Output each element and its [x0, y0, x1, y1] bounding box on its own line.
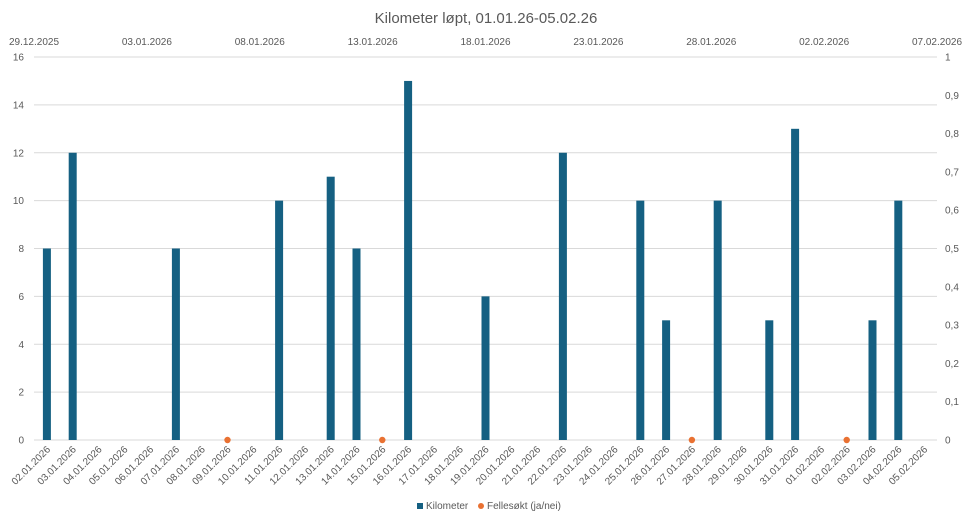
right-tick-label: 0 [945, 436, 951, 447]
legend: Kilometer Fellesøkt (ja/nei) [417, 501, 561, 512]
right-y-axis: 0 0,1 0,2 0,3 0,4 0,5 0,6 0,7 0,8 0,9 1 [945, 53, 959, 447]
bar [636, 200, 645, 440]
right-tick-label: 0,1 [945, 397, 959, 408]
bar [894, 200, 903, 440]
left-tick-label: 10 [13, 196, 25, 207]
scatter-point [843, 436, 850, 444]
top-tick-label: 08.01.2026 [235, 37, 285, 48]
gridlines [34, 56, 937, 441]
right-tick-label: 0,9 [945, 91, 959, 102]
scatter-point [379, 436, 386, 444]
right-tick-label: 0,3 [945, 321, 959, 332]
bar [868, 320, 877, 440]
bar [662, 320, 671, 440]
bottom-x-axis: 02.01.202603.01.202604.01.202605.01.2026… [10, 444, 931, 487]
top-tick-label: 23.01.2026 [573, 37, 623, 48]
legend-label: Kilometer [426, 501, 469, 512]
right-tick-label: 0,5 [945, 244, 959, 255]
left-tick-label: 14 [13, 100, 25, 111]
bar [68, 152, 77, 440]
left-tick-label: 8 [18, 244, 24, 255]
chart-title: Kilometer løpt, 01.01.26-05.02.26 [375, 10, 598, 27]
bar [481, 296, 490, 440]
top-tick-label: 02.02.2026 [799, 37, 849, 48]
right-tick-label: 0,4 [945, 282, 959, 293]
scatter-point [688, 436, 696, 444]
bar [765, 320, 774, 440]
bar-series [42, 80, 903, 440]
right-tick-label: 0,8 [945, 129, 959, 140]
legend-swatch-point [478, 503, 484, 509]
bar [352, 248, 361, 440]
bar [791, 128, 800, 440]
bar [42, 248, 51, 440]
left-tick-label: 12 [13, 148, 25, 159]
top-x-axis: 29.12.2025 03.01.2026 08.01.2026 13.01.2026… [9, 37, 962, 48]
left-tick-label: 2 [18, 388, 24, 399]
right-tick-label: 1 [945, 53, 951, 64]
top-tick-label: 07.02.2026 [912, 37, 962, 48]
left-y-axis: 0 2 4 6 8 10 12 14 16 [13, 53, 25, 447]
bar [558, 152, 567, 440]
left-tick-label: 6 [18, 292, 24, 303]
left-tick-label: 0 [18, 436, 24, 447]
bar [404, 80, 413, 440]
bar [326, 176, 335, 440]
right-tick-label: 0,6 [945, 206, 959, 217]
left-tick-label: 16 [13, 53, 25, 64]
left-tick-label: 4 [18, 340, 24, 351]
top-tick-label: 29.12.2025 [9, 37, 59, 48]
bar [713, 200, 722, 440]
top-tick-label: 03.01.2026 [122, 37, 172, 48]
scatter-point [224, 436, 231, 444]
legend-label: Fellesøkt (ja/nei) [487, 501, 561, 512]
right-tick-label: 0,2 [945, 359, 959, 370]
top-tick-label: 13.01.2026 [348, 37, 398, 48]
scatter-series [224, 436, 850, 444]
bar [275, 200, 284, 440]
top-tick-label: 18.01.2026 [460, 37, 510, 48]
legend-swatch-bar [417, 503, 423, 509]
top-tick-label: 28.01.2026 [686, 37, 736, 48]
right-tick-label: 0,7 [945, 167, 959, 178]
bar [171, 248, 180, 440]
